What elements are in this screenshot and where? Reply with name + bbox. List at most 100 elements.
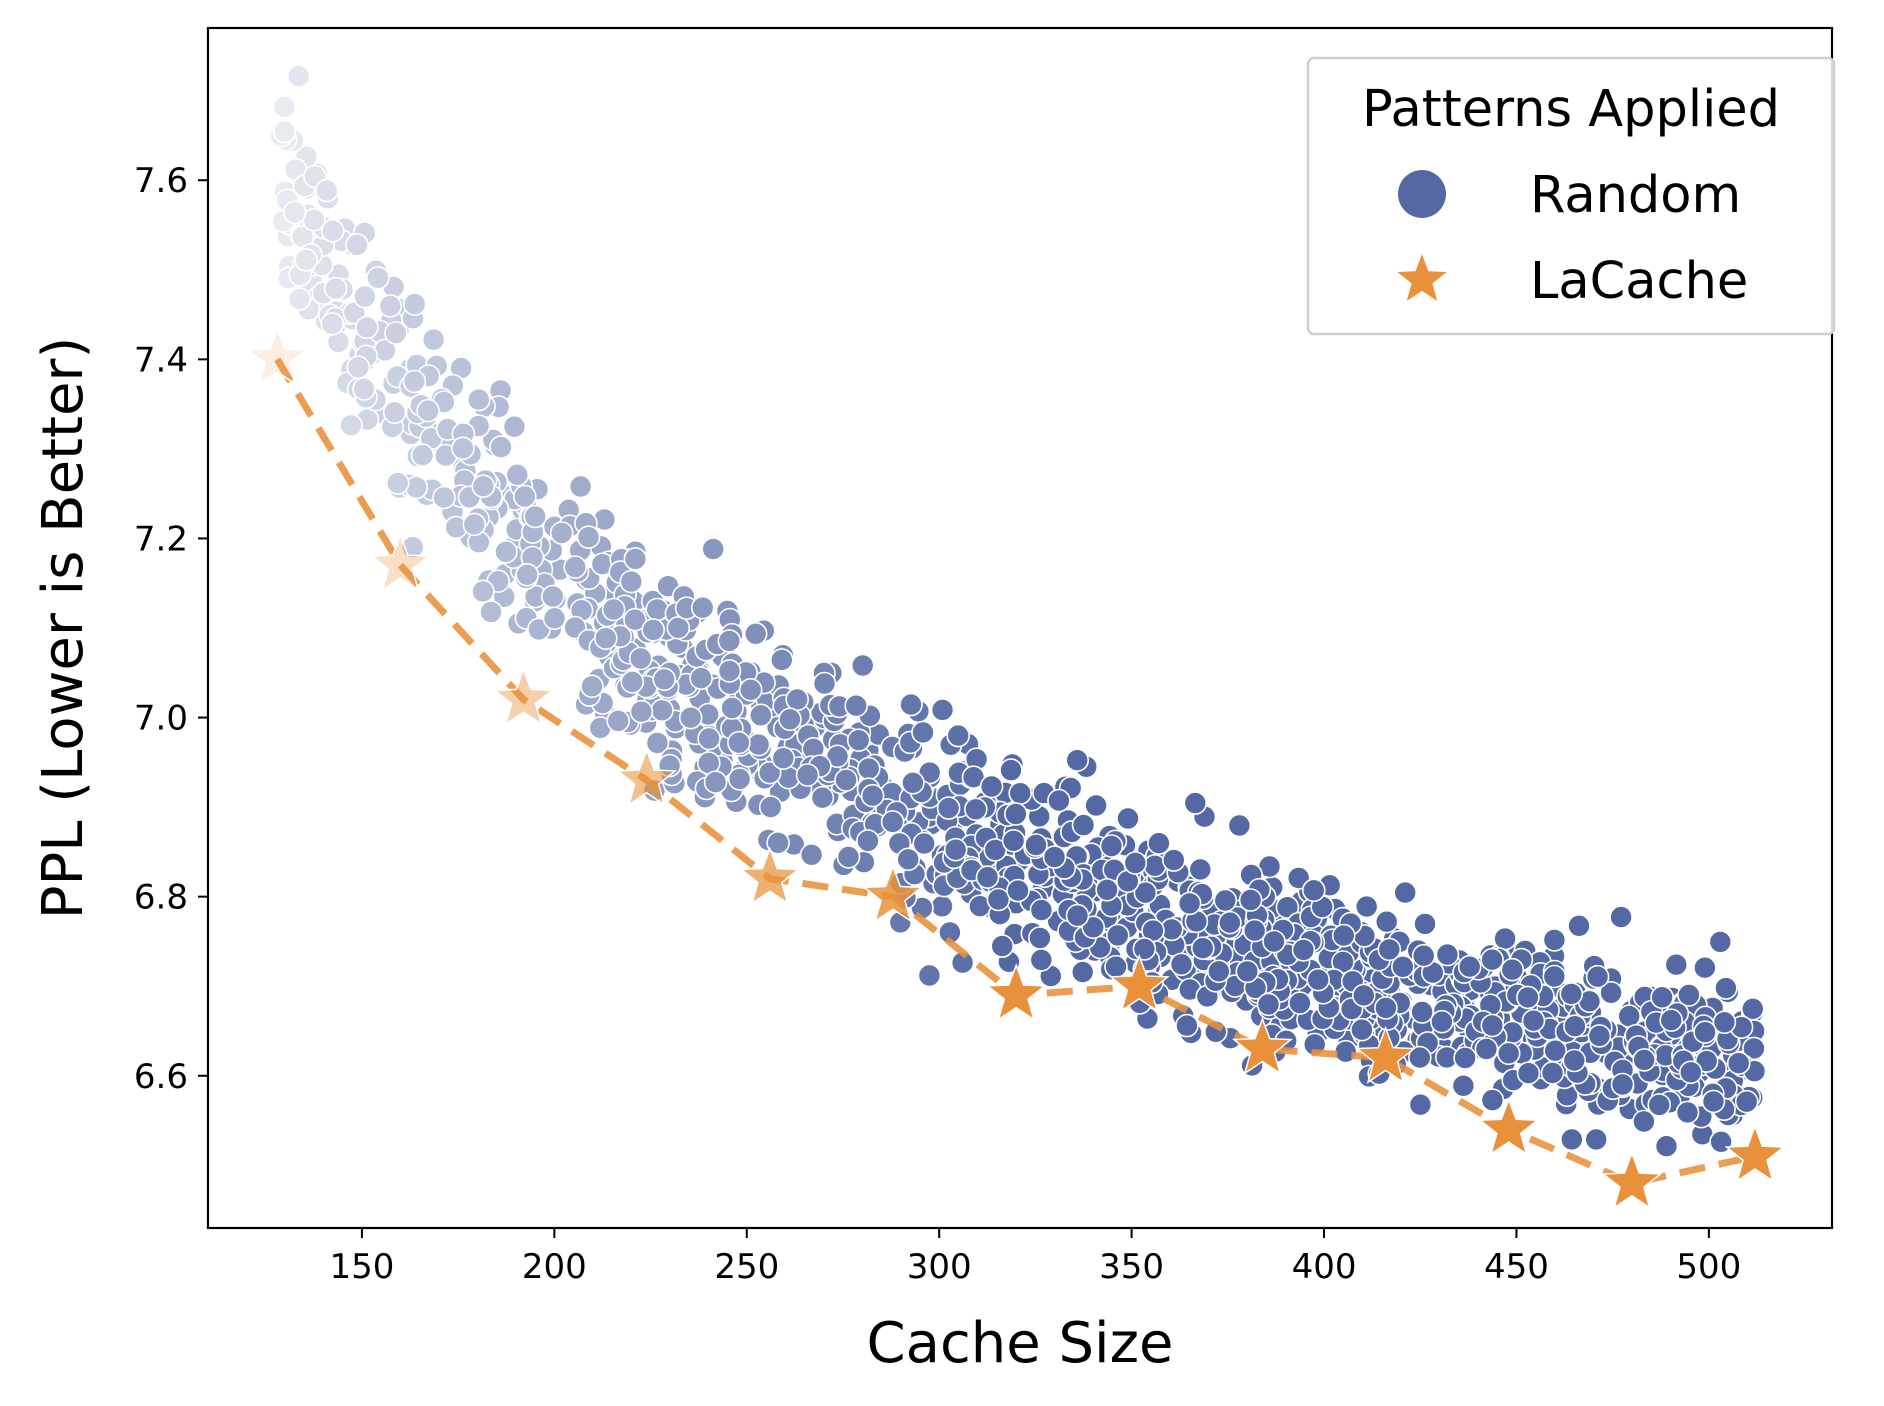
random-point <box>650 698 674 723</box>
random-point <box>623 607 647 632</box>
random-point <box>1708 930 1733 954</box>
random-point <box>1175 1013 1199 1038</box>
random-point <box>1659 1008 1683 1033</box>
random-point <box>1183 791 1208 815</box>
random-point <box>601 597 626 622</box>
random-point <box>1542 964 1567 989</box>
random-point <box>1675 1100 1700 1125</box>
random-point <box>451 436 475 461</box>
y-axis-title: PPL (Lower is Better) <box>31 337 96 920</box>
random-point <box>355 315 379 340</box>
random-point <box>652 667 677 692</box>
random-point <box>1677 983 1701 1007</box>
y-tick-label: 7.0 <box>134 699 188 739</box>
random-point <box>1480 1088 1505 1112</box>
random-point <box>352 377 376 401</box>
random-point <box>1001 828 1026 853</box>
x-tick-label: 500 <box>1676 1247 1741 1287</box>
random-point <box>769 648 794 672</box>
random-point <box>1169 952 1194 977</box>
random-point <box>1132 937 1157 961</box>
random-point <box>1453 1046 1477 1070</box>
random-point <box>645 731 670 755</box>
random-point <box>619 569 644 594</box>
random-point <box>1712 1010 1737 1035</box>
x-axis-title: Cache Size <box>867 1311 1174 1376</box>
random-point <box>743 621 768 646</box>
random-point <box>746 732 771 757</box>
random-point <box>1599 980 1623 1005</box>
random-point <box>1227 813 1252 838</box>
random-point <box>766 830 790 855</box>
random-point <box>1291 938 1316 962</box>
random-point <box>1474 1037 1499 1061</box>
random-point <box>1496 1041 1521 1066</box>
random-point <box>1410 1000 1434 1024</box>
random-point <box>1714 976 1738 1000</box>
lacache-point <box>1724 1124 1786 1183</box>
random-point <box>1306 967 1330 992</box>
random-point <box>899 692 923 717</box>
y-tick-label: 6.8 <box>134 878 188 918</box>
random-point <box>385 471 410 495</box>
random-point <box>471 579 495 604</box>
random-point <box>1632 1048 1656 1072</box>
random-point <box>1147 831 1171 856</box>
random-point <box>836 845 861 869</box>
random-point <box>1654 1134 1679 1158</box>
random-point <box>1647 1093 1671 1117</box>
random-point <box>366 265 390 290</box>
random-point <box>1408 1092 1433 1117</box>
random-point <box>856 829 880 853</box>
random-point <box>850 653 875 678</box>
x-tick-label: 450 <box>1484 1247 1549 1287</box>
random-point <box>641 618 666 642</box>
random-point <box>1516 1061 1541 1085</box>
random-point <box>345 233 369 257</box>
random-point <box>810 785 835 810</box>
random-point <box>771 746 796 771</box>
random-point <box>1560 1127 1584 1152</box>
random-point <box>1585 964 1610 989</box>
random-point <box>580 674 604 699</box>
lacache-point <box>1355 1025 1417 1084</box>
random-point <box>1617 1004 1641 1028</box>
random-point <box>678 705 703 730</box>
random-point <box>795 763 820 787</box>
x-tick-label: 350 <box>1099 1247 1164 1287</box>
random-point <box>1065 903 1090 928</box>
random-point <box>563 555 588 579</box>
random-point <box>1042 845 1067 869</box>
random-point <box>353 284 377 309</box>
random-point <box>1070 960 1095 984</box>
random-point <box>717 629 742 653</box>
random-point <box>593 626 618 651</box>
random-point <box>1694 1049 1719 1073</box>
legend-box <box>1306 56 1836 336</box>
random-point <box>825 744 850 769</box>
random-point <box>963 797 988 822</box>
random-point <box>844 693 869 718</box>
random-point <box>1609 905 1633 929</box>
random-point <box>666 615 691 640</box>
random-point <box>1493 926 1517 951</box>
random-point <box>1288 991 1312 1015</box>
random-point <box>1693 955 1717 980</box>
random-point <box>1238 888 1263 912</box>
legend-title: Patterns Applied <box>1362 80 1780 139</box>
random-point <box>629 699 654 724</box>
random-point <box>1207 959 1231 984</box>
random-point <box>1162 848 1186 872</box>
random-point <box>1374 996 1398 1020</box>
random-point <box>911 720 935 745</box>
random-point <box>1065 748 1089 773</box>
random-point <box>384 321 408 345</box>
random-point <box>1104 954 1128 979</box>
random-point <box>1664 952 1689 977</box>
random-point <box>1411 943 1436 968</box>
random-point <box>1562 1048 1587 1073</box>
random-point <box>282 200 307 225</box>
lacache-point <box>246 327 308 386</box>
